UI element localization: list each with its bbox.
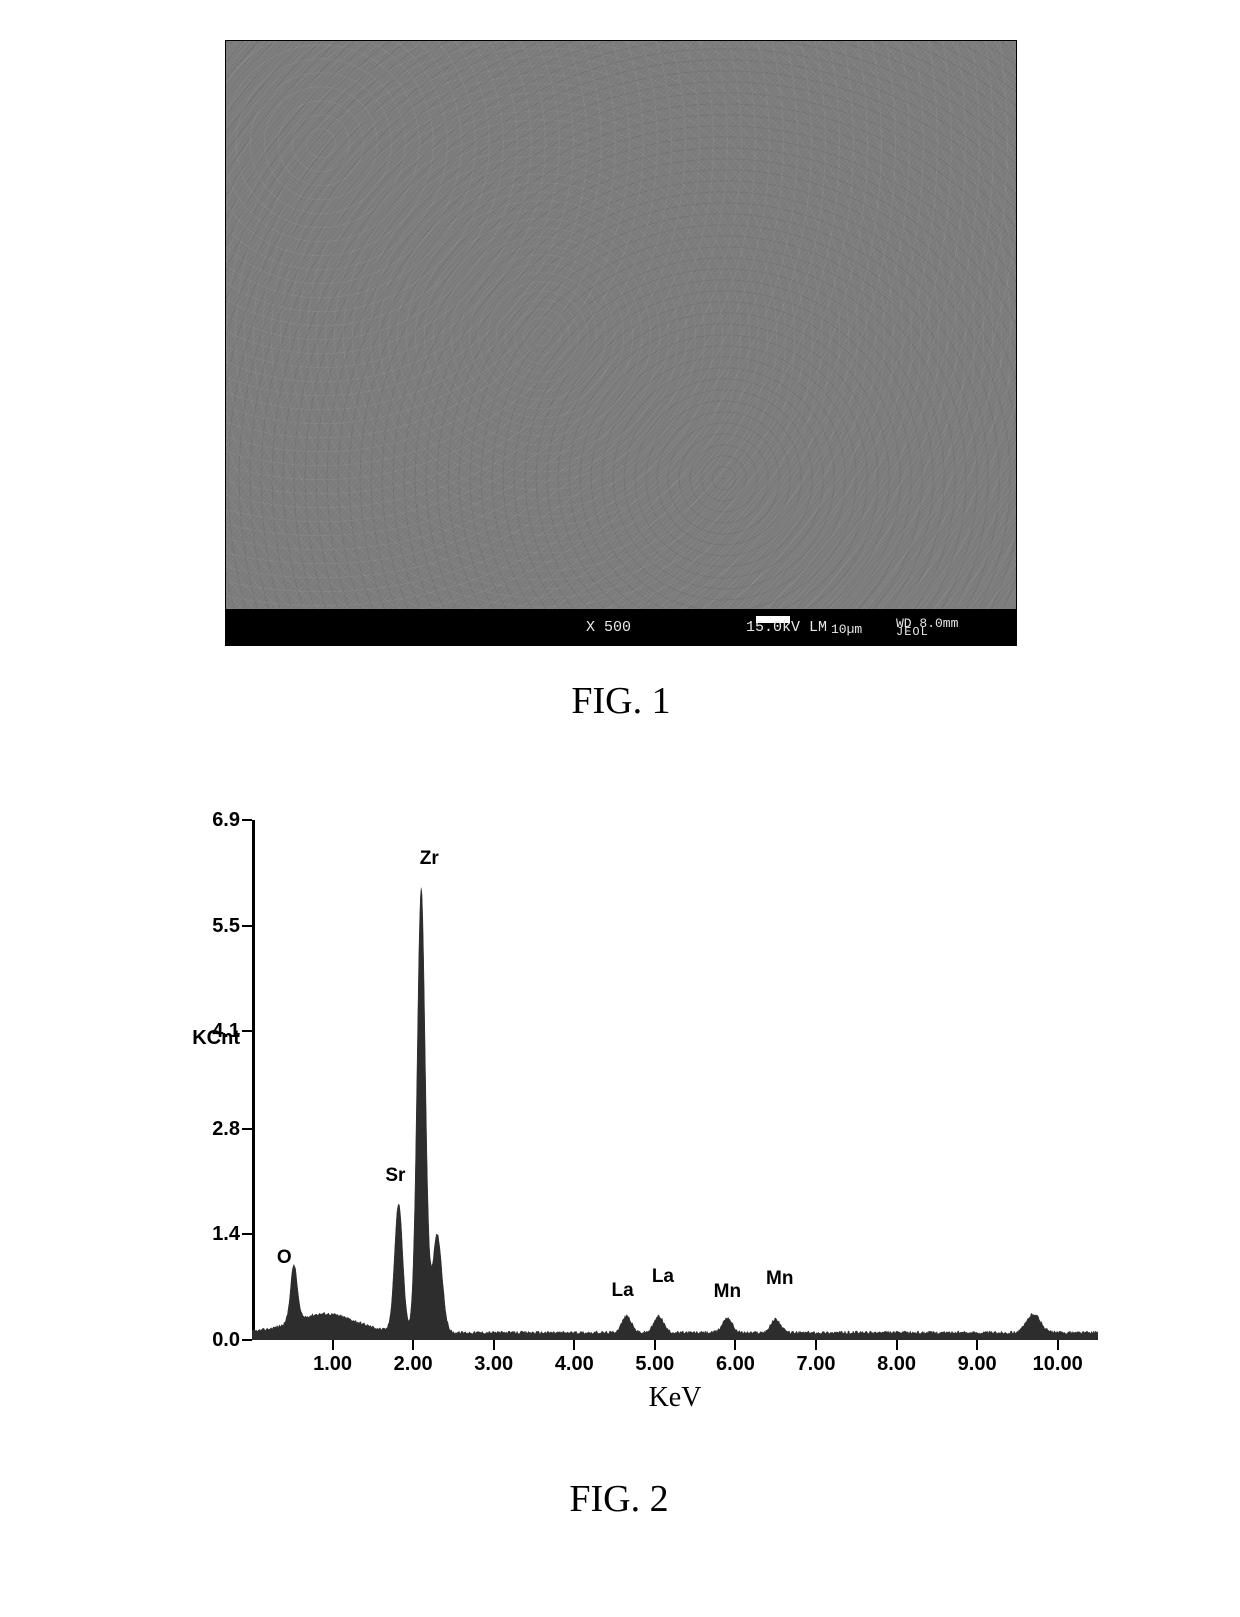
eds-x-tick [1057,1340,1059,1350]
eds-peak-label-sr: Sr [385,1166,405,1185]
eds-x-tick-label: 7.00 [786,1354,846,1374]
sem-micrograph [225,40,1017,610]
sem-info-strip: 10µm X 500 15.0kV LM JEOL WD 8.0mm [225,610,1017,646]
eds-x-tick-label: 2.00 [383,1354,443,1374]
sem-accel-voltage: 15.0kV LM [746,610,827,646]
sem-magnification: X 500 [586,610,631,646]
page: 10µm X 500 15.0kV LM JEOL WD 8.0mm FIG. … [0,0,1240,1617]
eds-spectrum-fill [252,888,1098,1340]
eds-y-tick [242,925,252,927]
eds-y-tick-label: 1.4 [180,1224,240,1244]
eds-y-tick-label: 2.8 [180,1119,240,1139]
eds-y-tick-label: 6.9 [180,810,240,830]
eds-x-tick [493,1340,495,1350]
eds-peak-label-la: La [612,1281,634,1300]
eds-x-tick [976,1340,978,1350]
eds-x-title: KeV [252,1384,1098,1412]
eds-y-tick [242,819,252,821]
eds-x-tick [332,1340,334,1350]
fig2-container: KeV 1.00 2.00 3.00 4.00 5.00 6.00 7.00 8.00 9.00… [140,820,1098,1440]
eds-peak-label-mn: Mn [714,1282,741,1301]
eds-y-tick [242,1339,252,1341]
eds-x-tick [654,1340,656,1350]
fig1-caption: FIG. 1 [225,682,1017,720]
eds-x-tick [412,1340,414,1350]
sem-working-distance: WD 8.0mm [896,606,958,642]
eds-y-tick-label: 5.5 [180,916,240,936]
eds-spectrum-svg [252,820,1098,1340]
eds-peak-label-o: O [277,1248,292,1267]
eds-y-tick [242,1128,252,1130]
eds-y-tick-label: 0.0 [180,1330,240,1350]
eds-x-tick-label: 6.00 [705,1354,765,1374]
fig1-container: 10µm X 500 15.0kV LM JEOL WD 8.0mm [225,40,1017,646]
eds-peak-label-zr: Zr [420,849,439,868]
eds-x-tick-label: 10.00 [1028,1354,1088,1374]
eds-peak-label-la: La [652,1267,674,1286]
eds-x-tick [896,1340,898,1350]
eds-x-tick-label: 1.00 [303,1354,363,1374]
fig2-caption: FIG. 2 [140,1480,1098,1518]
eds-x-tick-label: 5.00 [625,1354,685,1374]
eds-x-tick-label: 9.00 [947,1354,1007,1374]
eds-peak-label-mn: Mn [766,1269,793,1288]
eds-x-tick-label: 4.00 [544,1354,604,1374]
eds-x-tick-label: 8.00 [867,1354,927,1374]
eds-plot-area: KeV 1.002.003.004.005.006.007.008.009.00… [252,820,1098,1340]
eds-y-tick-label: 4.1 [180,1021,240,1041]
eds-y-tick [242,1030,252,1032]
eds-x-tick [573,1340,575,1350]
eds-y-tick [242,1233,252,1235]
eds-x-tick [815,1340,817,1350]
sem-scale-label: 10µm [831,612,862,648]
eds-x-tick [734,1340,736,1350]
eds-x-tick-label: 3.00 [464,1354,524,1374]
